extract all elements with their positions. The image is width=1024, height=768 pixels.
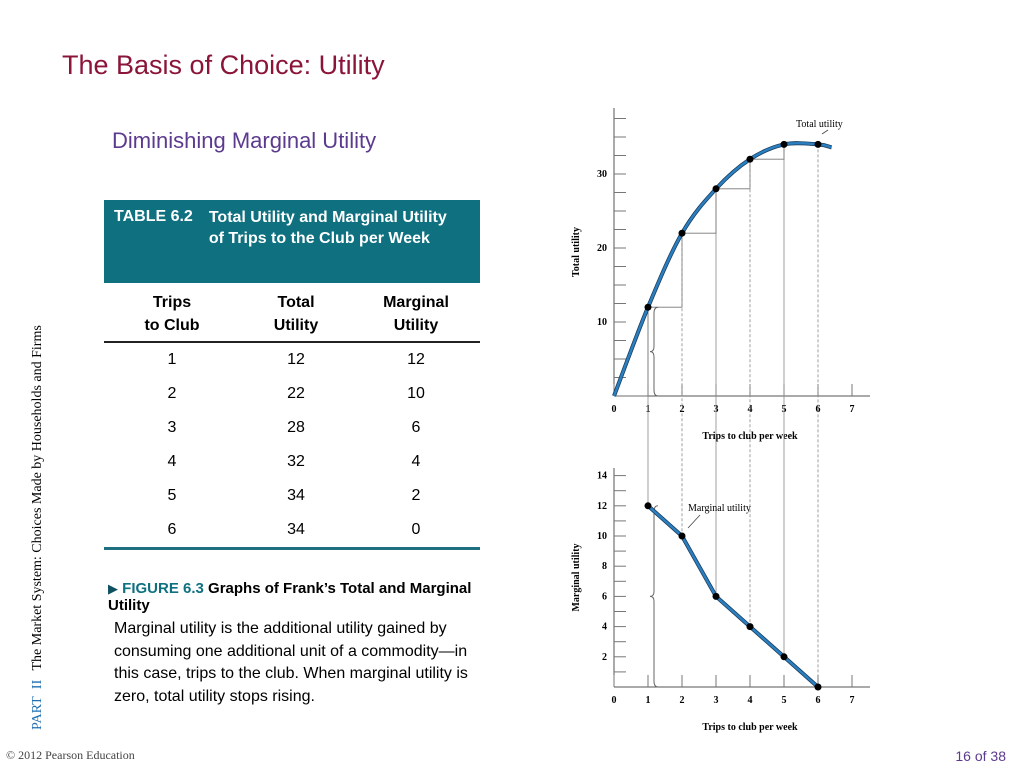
y-tick-label: 10 (597, 531, 607, 542)
x-tick-label: 6 (816, 695, 821, 706)
utility-charts: 01234567102030Trips to club per weekTota… (571, 108, 870, 733)
y-tick-label: 4 (602, 622, 607, 633)
x-tick-label: 1 (646, 695, 651, 706)
col-header-total: Total Utility (240, 283, 352, 344)
total-utility-point (678, 229, 686, 237)
total-utility-point (746, 155, 754, 163)
table-row: 4 32 4 (167, 453, 421, 471)
side-part-label: PART II The Market System: Choices Made … (30, 325, 46, 730)
marginal-utility-point (678, 532, 686, 540)
page-number: 16 of 38 (955, 748, 1006, 764)
utility-data-table: Trips to Club Total Utility Marginal Utilit… (104, 283, 480, 551)
x-tick-label: 0 (612, 695, 617, 706)
figure-description: Marginal utility is the additional utili… (114, 620, 468, 706)
total-utility-point (644, 303, 652, 311)
annotation-leader (687, 514, 701, 529)
series-annotation: Total utility (796, 119, 843, 130)
increment-brace (649, 306, 659, 397)
total-utility-curve (612, 141, 832, 397)
part-number: II (30, 679, 45, 690)
triangle-arrow-icon: ▶ (108, 581, 118, 596)
table-row: 5 34 2 (167, 487, 421, 505)
x-tick-label: 2 (680, 695, 685, 706)
y-tick-label: 12 (597, 501, 607, 512)
copyright: © 2012 Pearson Education (6, 748, 135, 762)
utility-step (648, 233, 683, 308)
slide-title: The Basis of Choice: Utility (62, 50, 385, 80)
utility-table: TABLE 6.2 Total Utility and Marginal Uti… (104, 200, 480, 551)
part-word: PART (30, 696, 45, 730)
utility-step (716, 159, 751, 190)
figure-caption: ▶ FIGURE 6.3 Graphs of Frank’s Total and… (108, 580, 483, 709)
annotation-leader (821, 129, 829, 135)
figure-label: FIGURE 6.3 (122, 580, 204, 597)
marginal-utility-point (644, 502, 652, 510)
x-tick-label: 7 (850, 695, 855, 706)
col-header-trips: Trips to Club (104, 283, 240, 344)
slide-subtitle: Diminishing Marginal Utility (112, 128, 377, 153)
y-tick-label: 2 (602, 652, 607, 663)
x-axis-title: Trips to club per week (702, 722, 798, 733)
total-utility-point (712, 185, 720, 193)
x-tick-label: 3 (714, 695, 719, 706)
marginal-utility-point (780, 653, 788, 661)
table-header-bar: TABLE 6.2 Total Utility and Marginal Uti… (104, 200, 480, 283)
x-tick-label: 5 (782, 695, 787, 706)
y-axis-title: Total utility (571, 227, 582, 277)
y-tick-label: 8 (602, 561, 607, 572)
y-tick-label: 6 (602, 591, 607, 602)
table-row: 3 28 6 (167, 419, 421, 437)
y-tick-label: 30 (597, 169, 607, 180)
series-annotation: Marginal utility (688, 503, 751, 514)
table-number: TABLE 6.2 (114, 208, 193, 225)
x-tick-label: 7 (850, 404, 855, 415)
marginal-utility-point (712, 592, 720, 600)
utility-step (682, 188, 717, 234)
figure-title: Graphs of Frank’s Total and Marginal Uti… (108, 580, 472, 614)
marginal-utility-line-outline (646, 504, 820, 689)
x-tick-label: 4 (748, 695, 753, 706)
total-utility-chart: 01234567102030Trips to club per weekTota… (571, 108, 870, 687)
increment-brace (649, 505, 659, 688)
marginal-utility-point (746, 623, 754, 631)
x-tick-label: 0 (612, 404, 617, 415)
y-tick-label: 10 (597, 317, 607, 328)
table-row: 6 34 0 (104, 513, 480, 551)
total-utility-point (814, 140, 822, 148)
table-row: 1 12 12 (167, 351, 425, 369)
table-caption: Total Utility and Marginal Utility of Tr… (208, 209, 447, 247)
y-tick-label: 20 (597, 243, 607, 254)
part-title: The Market System: Choices Made by House… (30, 325, 45, 671)
y-tick-label: 14 (597, 471, 607, 482)
marginal-utility-point (814, 683, 822, 691)
total-utility-point (780, 140, 788, 148)
utility-step (614, 307, 649, 397)
y-axis-title: Marginal utility (571, 543, 582, 611)
marginal-utility-line (647, 504, 819, 688)
utility-step (750, 144, 785, 160)
table-row: 2 22 10 (167, 385, 425, 403)
col-header-marginal: Marginal Utility (352, 283, 480, 344)
